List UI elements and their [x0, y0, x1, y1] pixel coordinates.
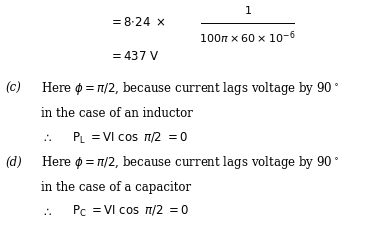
Text: $\mathrm{P_C}\ = \mathrm{VI}\ \cos\ \pi /2\ = 0$: $\mathrm{P_C}\ = \mathrm{VI}\ \cos\ \pi … — [72, 203, 190, 218]
Text: Total average power absorbed $= 0$: Total average power absorbed $= 0$ — [41, 227, 250, 229]
Text: $\therefore$: $\therefore$ — [41, 131, 52, 144]
Text: $= 437\ \mathrm{V}$: $= 437\ \mathrm{V}$ — [109, 50, 160, 63]
Text: Here $\phi = \pi /2$, because current lags voltage by 90$^\circ$: Here $\phi = \pi /2$, because current la… — [41, 80, 339, 97]
Text: (d): (d) — [6, 155, 23, 168]
Text: (c): (c) — [6, 82, 22, 95]
Text: $\mathrm{P_L}\ = \mathrm{VI}\ \cos\ \pi /2\ = 0$: $\mathrm{P_L}\ = \mathrm{VI}\ \cos\ \pi … — [72, 130, 188, 145]
Text: $= 8{\cdot}24\ \times$: $= 8{\cdot}24\ \times$ — [109, 16, 166, 29]
Text: Here $\phi = \pi /2$, because current lags voltage by 90$^\circ$: Here $\phi = \pi /2$, because current la… — [41, 153, 339, 170]
Text: $1$: $1$ — [244, 4, 252, 16]
Text: in the case of an inductor: in the case of an inductor — [41, 107, 193, 120]
Text: in the case of a capacitor: in the case of a capacitor — [41, 180, 191, 193]
Text: $\therefore$: $\therefore$ — [41, 204, 52, 217]
Text: $100\pi \times 60 \times 10^{-6}$: $100\pi \times 60 \times 10^{-6}$ — [199, 30, 296, 46]
